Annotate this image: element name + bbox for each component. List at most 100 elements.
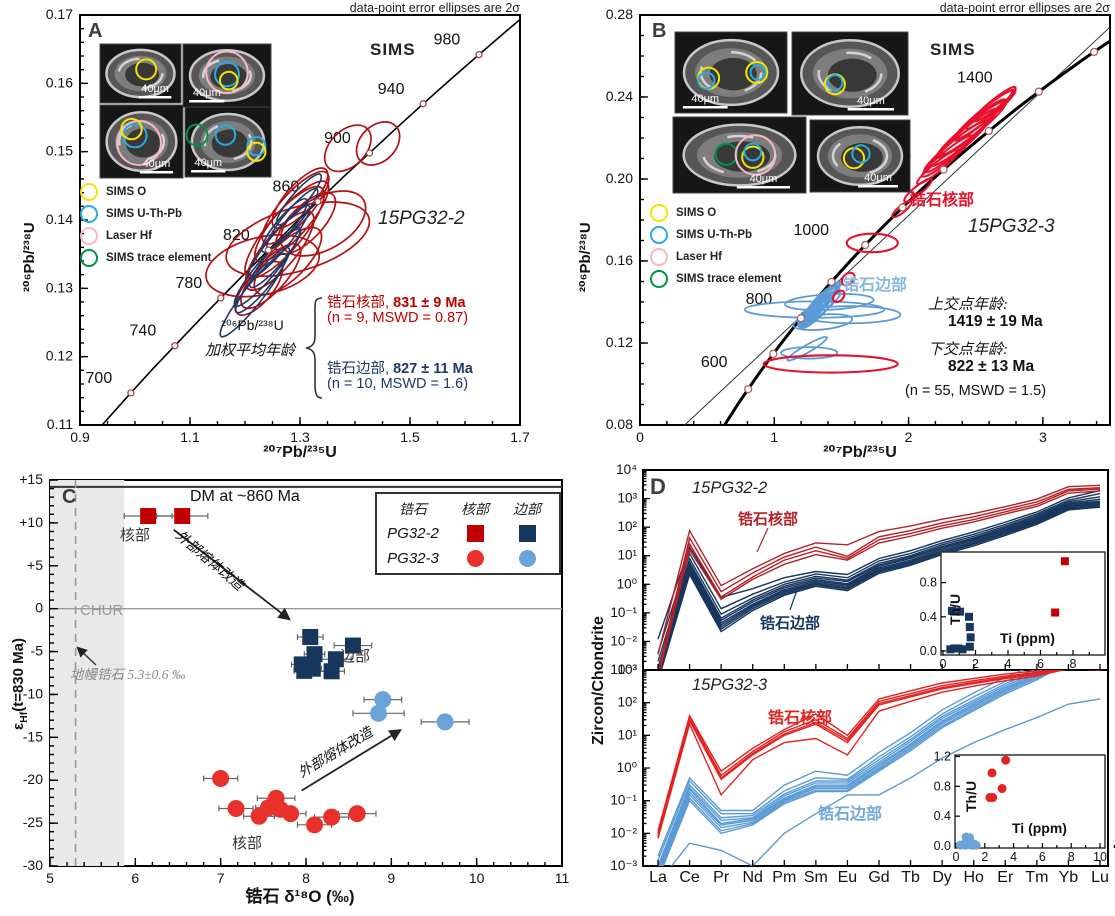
tick-label: 0.08	[606, 416, 633, 432]
inset2-y-label: Th/U	[963, 780, 979, 812]
tick-label: +10	[19, 514, 43, 530]
error-ellipse	[780, 346, 839, 360]
ree-line	[657, 670, 1044, 866]
age-label: 1000	[793, 222, 829, 239]
tick-label: 1.1	[180, 429, 200, 445]
legend-item-label: SIMS trace element	[106, 252, 212, 264]
analysis-spot-icon	[697, 71, 716, 90]
ree-line	[670, 698, 1101, 866]
tick-label: 2	[905, 429, 913, 445]
data-point	[327, 651, 344, 668]
analysis-spot-icon	[214, 124, 237, 146]
analysis-spot-icon	[214, 61, 240, 88]
analysis-spot-icon	[743, 142, 763, 162]
scale-bar-label: 40μm	[864, 172, 892, 184]
upper-intercept-label: 上交点年龄:	[928, 297, 1008, 313]
core-age-stats-a: (n = 9, MSWD = 0.87)	[327, 310, 469, 326]
legend-a: SIMS O SIMS U-Th-Pb Laser Hf SIMS trace ele…	[80, 181, 211, 269]
element-label: Pr	[713, 869, 730, 886]
legend-b: SIMS O SIMS U-Th-Pb Laser Hf SIMS trace ele…	[650, 202, 781, 290]
tick-label: 0	[636, 429, 644, 445]
age-marker	[984, 126, 993, 136]
scale-bar	[189, 100, 225, 103]
element-label: Ce	[679, 869, 700, 886]
lower-intercept-age: 822 ± 13 Ma	[948, 358, 1035, 375]
legend-item: SIMS U-Th-Pb	[80, 203, 211, 225]
analysis-spot-icon	[246, 136, 267, 157]
tick-label: 6	[1037, 657, 1044, 671]
tick-label: 10⁻²	[610, 633, 637, 648]
scale-bar	[847, 108, 895, 111]
error-ellipse	[903, 177, 933, 203]
mantle-zircon-band	[50, 480, 125, 866]
tick-label: 0.0	[934, 839, 951, 853]
age-label: 980	[434, 32, 461, 49]
zircon-cl-image: 40μm	[674, 31, 788, 114]
element-label: Tm	[1025, 869, 1048, 886]
tick-label: 2	[972, 657, 979, 671]
ree-line	[657, 498, 1101, 668]
age-label: 860	[273, 179, 300, 196]
data-point	[370, 704, 388, 722]
tick-label: 5	[46, 870, 54, 886]
tick-label: 0.8	[920, 576, 937, 590]
inset-panel	[954, 754, 1106, 849]
analysis-spot-icon	[185, 123, 209, 147]
tick-label: 1.2	[934, 749, 951, 763]
age-marker	[827, 277, 836, 287]
tick-label: +5	[27, 557, 43, 573]
zircon-cl-image: 40μm	[791, 31, 909, 116]
panel-content	[657, 484, 1101, 670]
ree-line	[657, 487, 1101, 670]
hf-legend-row-pg32-2: PG32-2	[377, 521, 559, 546]
tick-label: 0.0	[920, 644, 937, 658]
analysis-spot-icon	[80, 205, 98, 223]
ree-line	[657, 670, 1044, 831]
age-marker	[1034, 87, 1044, 96]
legend-item: Laser Hf	[650, 246, 781, 268]
error-ellipse	[355, 121, 401, 166]
error-ellipse	[233, 228, 301, 308]
inset1-y-label: Th/U	[947, 593, 963, 625]
element-label: La	[649, 869, 667, 886]
legend-item: SIMS U-Th-Pb	[650, 224, 781, 246]
melt-modification-arrow	[173, 529, 291, 621]
data-point	[436, 713, 454, 731]
inset-data-point	[958, 645, 967, 654]
hf-legend: 锆石 核部 边部 PG32-2 PG32-3	[375, 492, 561, 575]
inset-data-point	[956, 607, 965, 616]
element-label: Yb	[1059, 869, 1079, 886]
analysis-spot-icon	[851, 144, 871, 164]
weighted-mean-label-line1: ²⁰⁶Pb/²³⁸U	[221, 317, 284, 333]
tick-label: 10¹	[617, 727, 637, 742]
tick-label: 6	[1039, 850, 1046, 864]
analysis-spot-icon	[650, 204, 668, 222]
age-marker	[314, 197, 322, 206]
analysis-spot-icon	[826, 74, 844, 92]
tick-label: 10⁻¹	[610, 605, 637, 620]
axis-ticks	[643, 669, 1101, 867]
error-ellipse	[831, 289, 846, 304]
tick-label: 4	[1005, 657, 1012, 671]
age-marker	[769, 349, 778, 359]
tick-label: 0.24	[606, 88, 633, 104]
y-axis-title-c: εHf(t=830 Ma)	[10, 638, 30, 730]
legend-item-label: Laser Hf	[106, 230, 153, 242]
age-marker	[419, 100, 427, 108]
tick-label: -5	[31, 643, 44, 659]
analysis-spot-icon	[734, 134, 777, 176]
scale-bar-label: 40μm	[691, 93, 719, 105]
scale-bar-label: 40μm	[194, 157, 222, 169]
tick-label: 8	[1070, 657, 1077, 671]
analysis-spot-icon	[650, 226, 668, 244]
age-label: 900	[324, 130, 351, 147]
ree-line	[661, 670, 1055, 866]
legend-item-label: SIMS U-Th-Pb	[106, 208, 183, 220]
tick-label: +15	[19, 471, 43, 487]
tick-label: -30	[23, 857, 43, 873]
inset-data-point	[947, 606, 956, 615]
legend-item: SIMS O	[650, 202, 781, 224]
tick-label: 9	[387, 870, 395, 886]
tick-label: 1.5	[400, 429, 420, 445]
